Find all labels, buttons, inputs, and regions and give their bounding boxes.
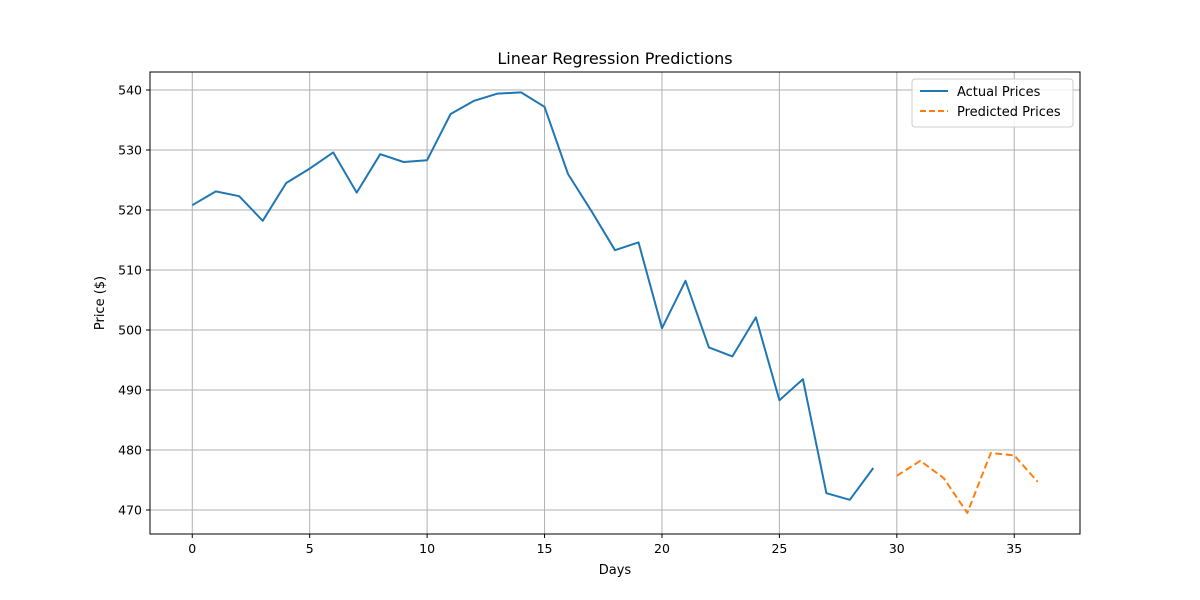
x-tick-label: 20 <box>654 541 670 556</box>
x-tick-label: 35 <box>1006 541 1022 556</box>
grid <box>150 72 1080 534</box>
x-tick-label: 15 <box>537 541 553 556</box>
legend-label-predicted-prices: Predicted Prices <box>957 105 1061 120</box>
x-tick-label: 30 <box>889 541 905 556</box>
legend-box <box>911 78 1074 128</box>
x-tick-label: 25 <box>771 541 787 556</box>
x-tick-label: 0 <box>188 541 196 556</box>
x-tick-label: 5 <box>306 541 314 556</box>
legend-label-actual-prices: Actual Prices <box>957 85 1041 100</box>
axes-frame <box>149 71 1081 535</box>
plot-lines <box>191 91 1039 514</box>
series-line-actual-prices <box>191 91 875 501</box>
y-tick-label: 500 <box>118 323 142 338</box>
y-axis-ticks: 470 480 490 500 510 520 530 540 <box>118 83 150 518</box>
y-tick-label: 520 <box>118 203 142 218</box>
x-tick-label: 10 <box>419 541 435 556</box>
y-axis-label: Price ($) <box>93 276 108 330</box>
y-tick-label: 470 <box>118 503 142 518</box>
series-line-predicted-prices <box>896 452 1039 514</box>
y-tick-label: 490 <box>118 383 142 398</box>
legend: Actual Prices Predicted Prices <box>911 78 1074 128</box>
y-tick-label: 530 <box>118 143 142 158</box>
x-axis-label: Days <box>599 563 632 578</box>
x-axis-ticks: 0 5 10 15 20 25 30 35 <box>188 534 1022 556</box>
y-tick-label: 540 <box>118 83 142 98</box>
chart-title: Linear Regression Predictions <box>497 49 732 68</box>
y-tick-label: 480 <box>118 443 142 458</box>
y-tick-label: 510 <box>118 263 142 278</box>
